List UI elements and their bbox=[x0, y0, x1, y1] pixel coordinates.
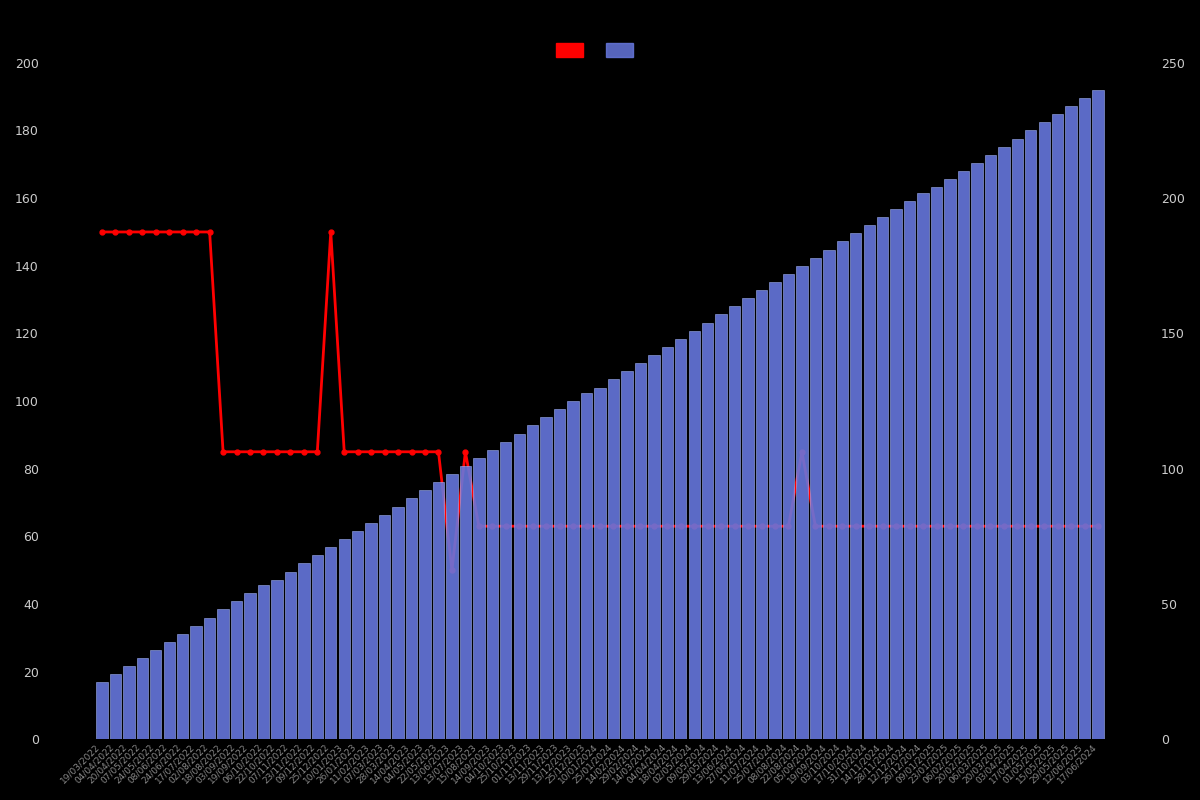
Bar bbox=[728, 306, 740, 739]
Bar bbox=[1025, 130, 1037, 739]
Bar bbox=[204, 618, 215, 739]
Bar bbox=[406, 498, 418, 739]
Bar bbox=[379, 514, 390, 739]
Bar bbox=[460, 466, 472, 739]
Bar bbox=[392, 506, 403, 739]
Bar bbox=[594, 387, 606, 739]
Bar bbox=[782, 274, 794, 739]
Bar bbox=[554, 409, 565, 739]
Bar bbox=[338, 539, 350, 739]
Bar bbox=[284, 571, 296, 739]
Bar bbox=[661, 347, 673, 739]
Bar bbox=[312, 555, 323, 739]
Bar bbox=[217, 610, 229, 739]
Bar bbox=[514, 434, 524, 739]
Bar bbox=[998, 146, 1009, 739]
Bar bbox=[366, 523, 377, 739]
Bar bbox=[191, 626, 202, 739]
Bar bbox=[419, 490, 431, 739]
Bar bbox=[702, 322, 714, 739]
Bar bbox=[850, 234, 862, 739]
Bar bbox=[473, 458, 485, 739]
Bar bbox=[1092, 90, 1104, 739]
Bar bbox=[1079, 98, 1091, 739]
Bar bbox=[1066, 106, 1076, 739]
Bar bbox=[877, 217, 888, 739]
Bar bbox=[124, 666, 134, 739]
Bar bbox=[810, 258, 821, 739]
Bar bbox=[715, 314, 727, 739]
Bar bbox=[258, 585, 269, 739]
Bar bbox=[568, 401, 578, 739]
Bar bbox=[298, 563, 310, 739]
Bar bbox=[1012, 138, 1024, 739]
Bar bbox=[581, 393, 593, 739]
Bar bbox=[150, 650, 162, 739]
Bar bbox=[500, 442, 511, 739]
Bar bbox=[540, 418, 552, 739]
Bar bbox=[433, 482, 444, 739]
Bar bbox=[676, 339, 686, 739]
Bar bbox=[109, 674, 121, 739]
Bar bbox=[163, 642, 175, 739]
Bar bbox=[137, 658, 148, 739]
Bar bbox=[797, 266, 808, 739]
Bar bbox=[325, 547, 336, 739]
Bar bbox=[985, 155, 996, 739]
Bar bbox=[527, 426, 539, 739]
Bar bbox=[904, 201, 916, 739]
Bar bbox=[486, 450, 498, 739]
Bar bbox=[245, 593, 256, 739]
Bar bbox=[607, 379, 619, 739]
Bar bbox=[96, 682, 108, 739]
Bar bbox=[352, 531, 364, 739]
Bar bbox=[971, 163, 983, 739]
Bar bbox=[271, 580, 283, 739]
Bar bbox=[689, 330, 700, 739]
Bar bbox=[756, 290, 767, 739]
Bar bbox=[931, 187, 942, 739]
Bar bbox=[864, 225, 875, 739]
Bar bbox=[743, 298, 754, 739]
Bar bbox=[769, 282, 781, 739]
Bar bbox=[944, 179, 955, 739]
Bar bbox=[622, 371, 632, 739]
Bar bbox=[836, 242, 848, 739]
Bar bbox=[958, 171, 970, 739]
Bar bbox=[823, 250, 834, 739]
Bar bbox=[176, 634, 188, 739]
Bar bbox=[648, 355, 660, 739]
Bar bbox=[1052, 114, 1063, 739]
Bar bbox=[635, 363, 646, 739]
Bar bbox=[230, 602, 242, 739]
Bar bbox=[890, 209, 902, 739]
Bar bbox=[1038, 122, 1050, 739]
Legend: , : , bbox=[548, 36, 652, 65]
Bar bbox=[917, 193, 929, 739]
Bar bbox=[446, 474, 457, 739]
